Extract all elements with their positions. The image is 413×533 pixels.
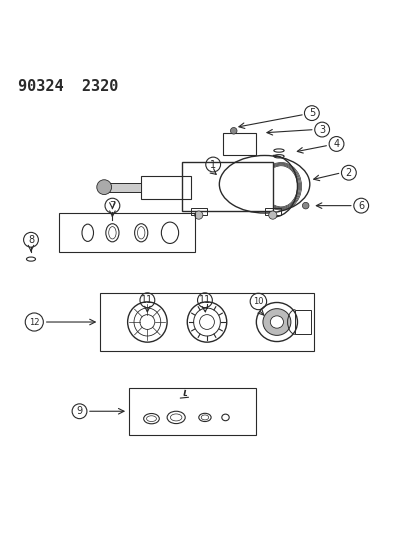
Text: 5: 5 — [308, 108, 314, 118]
Circle shape — [194, 211, 202, 219]
Circle shape — [97, 180, 112, 195]
Text: 4: 4 — [332, 139, 339, 149]
Bar — [100, 293, 313, 351]
Text: 10: 10 — [252, 297, 263, 306]
Text: 90324  2320: 90324 2320 — [18, 79, 118, 94]
Circle shape — [199, 314, 214, 329]
Bar — [190, 208, 206, 215]
Text: 6: 6 — [357, 200, 363, 211]
Circle shape — [301, 203, 308, 209]
Bar — [141, 176, 190, 199]
Text: 3: 3 — [318, 125, 325, 134]
Text: 11: 11 — [141, 295, 153, 305]
Bar — [295, 310, 310, 334]
Text: 2: 2 — [345, 168, 351, 177]
Ellipse shape — [270, 316, 283, 328]
Text: 12: 12 — [29, 318, 39, 327]
Bar — [264, 208, 280, 215]
Bar — [128, 388, 256, 435]
Ellipse shape — [262, 309, 290, 335]
Bar — [182, 161, 272, 211]
Text: 7: 7 — [109, 200, 115, 211]
Circle shape — [268, 211, 276, 219]
Text: 11: 11 — [198, 295, 211, 305]
Bar — [59, 213, 194, 252]
Text: 9: 9 — [76, 406, 82, 416]
Bar — [223, 133, 256, 156]
Bar — [104, 183, 141, 192]
Circle shape — [230, 127, 237, 134]
Text: 8: 8 — [28, 235, 34, 245]
Circle shape — [140, 314, 154, 329]
Text: 1: 1 — [210, 159, 216, 169]
